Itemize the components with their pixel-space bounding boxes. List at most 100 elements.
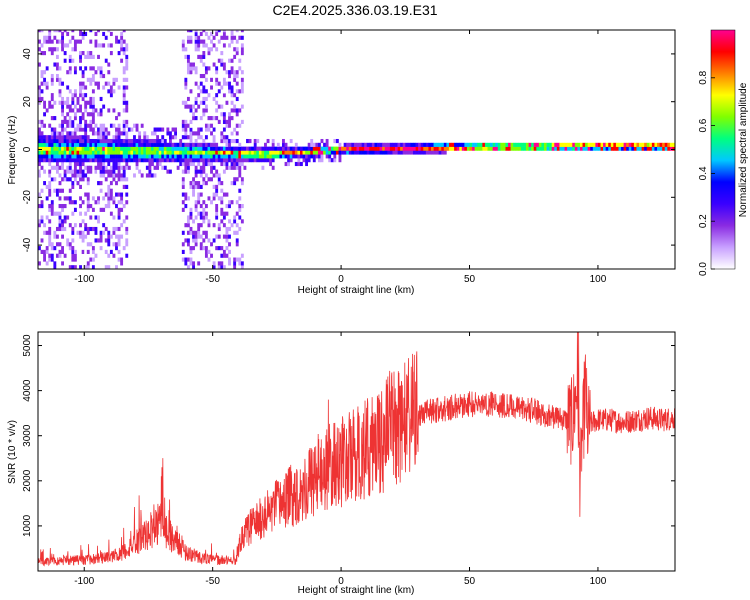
heatmap-cell [592, 142, 596, 147]
heatmap-cell [89, 77, 93, 82]
heatmap-cell [225, 226, 229, 232]
heatmap-cell [202, 62, 206, 67]
heatmap-cell [238, 150, 242, 155]
heatmap-cell [53, 188, 57, 193]
heatmap-cell [58, 158, 62, 163]
heatmap-cell [86, 230, 90, 235]
heatmap-cell [418, 142, 422, 147]
heatmap-cell [212, 211, 216, 216]
heatmap-cell [63, 138, 67, 144]
heatmap-cell [122, 219, 126, 224]
heatmap-cell [346, 150, 350, 155]
heatmap-cell [104, 146, 108, 151]
heatmap-cell [233, 219, 237, 224]
heatmap-cell [610, 142, 614, 147]
heatmap-cell [112, 154, 116, 159]
heatmap-cell [66, 165, 70, 170]
heatmap-cell [97, 142, 100, 147]
heatmap-cell [76, 161, 80, 167]
heatmap-cell [66, 85, 70, 90]
heatmap-cell [184, 192, 188, 197]
heatmap-cell [651, 142, 655, 147]
heatmap-cell [58, 219, 62, 224]
heatmap-cell [222, 265, 226, 269]
heatmap-cell [48, 123, 52, 128]
heatmap-cell [86, 142, 90, 147]
heatmap-cell [79, 31, 82, 37]
heatmap-cell [171, 146, 175, 151]
heatmap-cell [343, 146, 347, 151]
heatmap-cell [189, 135, 193, 140]
heatmap-cell [269, 161, 273, 167]
heatmap-cell [86, 242, 90, 247]
heatmap-cell [315, 150, 319, 155]
heatmap-cell [133, 150, 136, 155]
heatmap-cell [222, 89, 226, 94]
heatmap-cell [127, 146, 131, 151]
heatmap-cell [500, 142, 504, 147]
heatmap-cell [112, 200, 116, 205]
heatmap-cell [166, 146, 170, 151]
heatmap-cell [169, 158, 172, 163]
heatmap-cell [112, 81, 116, 86]
heatmap-cell [58, 215, 62, 220]
heatmap-cell [125, 177, 129, 182]
heatmap-cell [382, 146, 386, 151]
heatmap-cell [443, 150, 447, 155]
heatmap-cell [202, 211, 206, 216]
heatmap-cell [215, 81, 219, 86]
heatmap-cell [310, 142, 314, 147]
heatmap-cell [225, 138, 229, 144]
heatmap-cell [215, 169, 219, 174]
heatmap-x-ticks: -100 -50 0 50 100 [74, 30, 607, 285]
y-tick-label: 1000 [22, 514, 33, 537]
heatmap-cell [115, 265, 118, 269]
heatmap-cell [544, 142, 547, 147]
heatmap-cell [174, 142, 177, 147]
heatmap-cell [125, 135, 129, 140]
heatmap-cell [45, 108, 49, 113]
heatmap-cell [63, 100, 67, 105]
heatmap-cell [107, 30, 111, 33]
heatmap-cell [89, 242, 93, 247]
heatmap-cell [189, 158, 193, 163]
heatmap-cell [115, 165, 118, 170]
heatmap-cell [97, 215, 100, 220]
heatmap-cell [117, 200, 121, 205]
heatmap-cell [71, 123, 75, 128]
heatmap-cell [217, 234, 221, 239]
heatmap-cell [148, 154, 152, 159]
heatmap-cell [45, 196, 49, 201]
heatmap-cell [117, 226, 121, 232]
heatmap-cell [66, 112, 70, 117]
heatmap-cell [220, 51, 224, 56]
heatmap-cell [235, 154, 239, 159]
heatmap-cell [73, 207, 77, 212]
heatmap-cell [225, 211, 229, 216]
heatmap-cell [148, 161, 152, 167]
heatmap-cell [58, 226, 62, 232]
heatmap-cell [284, 146, 288, 151]
heatmap-cell [579, 146, 583, 151]
heatmap-cell [73, 70, 77, 75]
y-tick-label: 5000 [22, 334, 33, 357]
heatmap-cell [477, 142, 481, 147]
heatmap-cell [466, 146, 470, 151]
heatmap-cell [228, 119, 231, 124]
heatmap-cell [184, 223, 188, 228]
heatmap-cell [230, 116, 234, 121]
heatmap-cell [215, 215, 219, 220]
heatmap-cell [207, 51, 211, 56]
heatmap-cell [364, 150, 368, 155]
heatmap-cell [91, 131, 95, 136]
heatmap-cell [338, 142, 342, 147]
heatmap-cell [140, 138, 144, 144]
heatmap-cell [215, 77, 219, 82]
heatmap-cell [48, 47, 52, 52]
heatmap-cell [433, 142, 437, 147]
y-tick-label: 4000 [22, 379, 33, 402]
heatmap-cell [194, 66, 198, 71]
heatmap-cell [120, 177, 124, 182]
heatmap-cell [240, 81, 244, 86]
heatmap-cell [50, 127, 54, 132]
